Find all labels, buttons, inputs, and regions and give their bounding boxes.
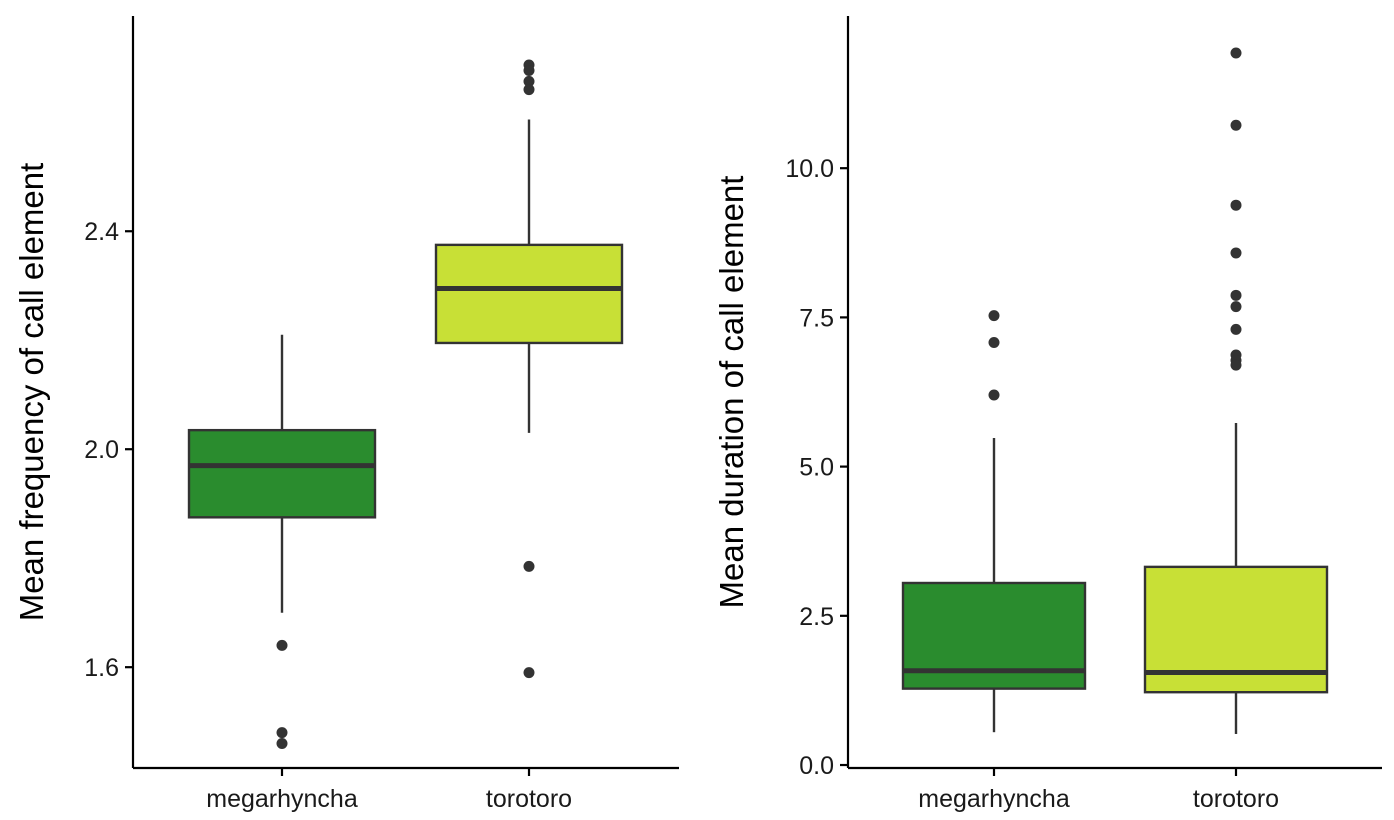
- outlier-point: [988, 310, 1000, 322]
- frequency-boxplot-panel: 1.6 2.0 2.4 Mean frequency of call element m…: [13, 16, 679, 813]
- outlier-point: [276, 727, 288, 739]
- y-tick-label: 2.4: [84, 218, 119, 246]
- outlier-point: [1230, 359, 1242, 371]
- box-megarhyncha: [901, 310, 1087, 733]
- x-tick-label-torotoro: torotoro: [486, 785, 572, 813]
- y-tick-label: 7.5: [799, 304, 834, 332]
- outlier-point: [523, 560, 535, 572]
- y-tick-label: 1.6: [84, 654, 119, 682]
- y-tick-label: 2.5: [799, 603, 834, 631]
- y-axis-title: Mean frequency of call element: [13, 163, 50, 622]
- y-tick-label: 0.0: [799, 752, 834, 780]
- outlier-point: [276, 639, 288, 651]
- outlier-point: [1230, 323, 1242, 335]
- outlier-point: [1230, 301, 1242, 313]
- y-axis-title: Mean duration of call element: [713, 176, 750, 609]
- box-torotoro: [434, 59, 624, 679]
- box-megarhyncha: [187, 334, 377, 749]
- y-tick-label: 2.0: [84, 436, 119, 464]
- outlier-point: [988, 336, 1000, 348]
- y-tick-label: 10.0: [785, 155, 834, 183]
- y-tick-label: 5.0: [799, 454, 834, 482]
- outlier-point: [1230, 199, 1242, 211]
- box-torotoro: [1143, 47, 1329, 734]
- x-tick-label-megarhyncha: megarhyncha: [206, 785, 358, 813]
- outlier-point: [523, 84, 535, 96]
- outlier-point: [1230, 289, 1242, 301]
- outlier-point: [523, 64, 535, 76]
- duration-boxplot-panel: 0.0 2.5 5.0 7.5 10.0 Mean duration of call el…: [713, 16, 1382, 813]
- outlier-point: [1230, 247, 1242, 259]
- outlier-point: [988, 389, 1000, 401]
- x-tick-label-megarhyncha: megarhyncha: [918, 785, 1070, 813]
- interquartile-box: [434, 243, 624, 345]
- interquartile-box: [187, 428, 377, 519]
- outlier-point: [523, 667, 535, 679]
- x-tick-label-torotoro: torotoro: [1193, 785, 1279, 813]
- outlier-point: [1230, 119, 1242, 131]
- outlier-point: [276, 737, 288, 749]
- outlier-point: [1230, 47, 1242, 59]
- outlier-point: [523, 75, 535, 87]
